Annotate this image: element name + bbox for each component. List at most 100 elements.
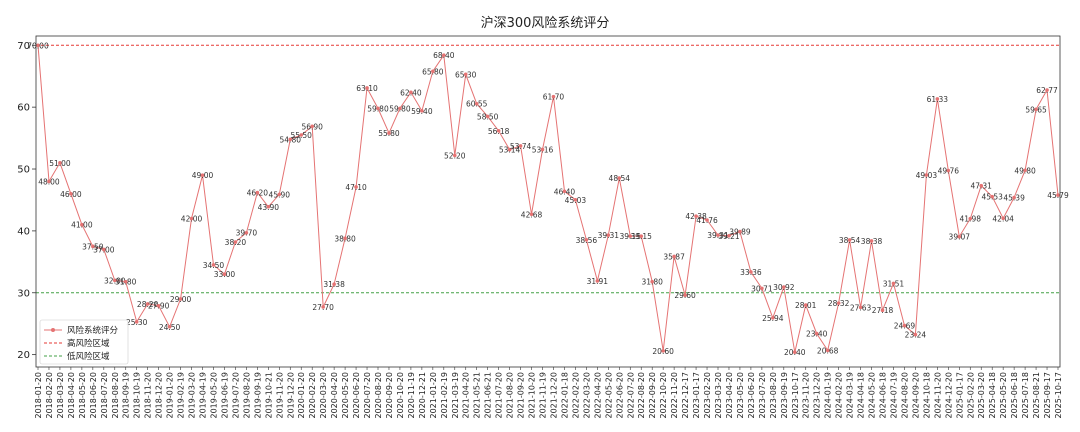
data-point-77: [880, 308, 885, 313]
data-point-44: [518, 144, 523, 148]
x-tick-label-52: 2022-05-20: [604, 372, 613, 419]
x-tick-label-47: 2021-12-20: [549, 372, 558, 419]
data-point-4: [80, 222, 84, 227]
data-point-56: [650, 279, 654, 284]
legend: 风险系统评分 高风险区域 低风险区域: [39, 319, 129, 365]
data-point-19: [244, 230, 249, 235]
x-tick-label-32: 2020-09-20: [385, 372, 394, 419]
data-label-12: 24.50: [159, 323, 181, 332]
data-label-15: 49.00: [192, 171, 214, 180]
x-tick-label-11: 2018-12-20: [155, 372, 164, 419]
x-tick-label-3: 2018-04-20: [67, 372, 76, 419]
data-label-75: 27.63: [850, 303, 872, 312]
data-point-6: [102, 247, 106, 252]
y-tick-label-3: 50: [17, 165, 30, 176]
x-tick-label-21: 2019-10-21: [264, 372, 273, 419]
data-point-34: [409, 90, 413, 95]
data-point-61: [705, 218, 709, 222]
data-label-16: 34.50: [203, 261, 225, 270]
x-tick-label-92: 2025-09-17: [1043, 372, 1052, 419]
data-label-71: 23.40: [806, 330, 828, 339]
data-label-80: 23.24: [905, 331, 927, 340]
data-point-37: [442, 53, 446, 57]
y-tick-label-0: 20: [17, 350, 30, 361]
data-label-63: 39.21: [718, 232, 740, 241]
x-tick-label-56: 2022-09-20: [648, 372, 657, 419]
x-tick-label-54: 2022-07-20: [626, 372, 635, 419]
data-point-42: [496, 128, 501, 133]
data-point-64: [738, 229, 742, 234]
data-label-50: 38.56: [576, 236, 598, 245]
data-label-77: 27.18: [872, 306, 894, 315]
series-line-score: [37, 45, 1059, 353]
data-point-47: [551, 94, 556, 99]
y-tick-label-1: 30: [17, 288, 30, 299]
chart-title: 沪深300风险系统评分: [481, 15, 610, 31]
data-label-86: 47.31: [970, 182, 992, 191]
data-label-53: 48.54: [609, 174, 631, 183]
x-tick-label-76: 2024-05-20: [868, 372, 877, 419]
x-tick-label-40: 2021-05-21: [473, 372, 482, 419]
data-point-45: [529, 212, 534, 217]
data-label-38: 52.20: [444, 151, 466, 160]
data-point-60: [694, 214, 698, 218]
data-label-61: 41.76: [696, 216, 718, 225]
data-point-51: [595, 279, 600, 283]
data-label-39: 65.30: [455, 70, 477, 79]
x-tick-label-36: 2021-01-20: [429, 372, 438, 419]
x-tick-label-79: 2024-08-20: [900, 372, 909, 419]
x-tick-label-34: 2020-11-19: [407, 372, 416, 419]
data-label-42: 56.18: [488, 127, 510, 136]
data-point-35: [420, 109, 424, 113]
data-point-87: [990, 194, 994, 199]
data-label-89: 45.39: [1003, 194, 1025, 203]
data-label-45: 42.68: [521, 210, 543, 219]
data-label-55: 39.15: [630, 232, 652, 241]
data-point-8: [123, 279, 128, 284]
data-label-25: 56.90: [301, 122, 323, 131]
x-tick-label-48: 2022-01-18: [560, 372, 569, 419]
data-point-71: [814, 331, 819, 336]
x-tick-label-4: 2018-05-20: [78, 372, 87, 419]
data-label-8: 31.80: [115, 278, 137, 287]
data-label-17: 33.00: [214, 270, 236, 279]
x-tick-label-27: 2020-04-20: [330, 372, 339, 419]
data-label-7: 32.00: [104, 276, 126, 285]
x-tick-label-58: 2022-11-20: [670, 372, 679, 419]
x-tick-label-67: 2023-08-20: [769, 372, 778, 419]
x-tick-label-5: 2018-06-20: [89, 372, 98, 419]
data-label-24: 55.50: [290, 131, 312, 140]
data-label-59: 29.60: [674, 291, 696, 300]
data-point-69: [792, 350, 797, 354]
data-label-66: 30.71: [751, 284, 773, 293]
data-point-50: [584, 237, 589, 242]
data-point-22: [277, 192, 282, 197]
x-tick-label-61: 2023-02-20: [703, 372, 712, 419]
data-point-25: [310, 124, 314, 129]
data-point-62: [716, 233, 720, 237]
data-point-36: [431, 69, 435, 74]
data-label-56: 31.80: [641, 278, 663, 287]
y-tick-label-4: 60: [17, 103, 30, 114]
x-tick-label-75: 2024-04-18: [857, 372, 866, 419]
x-tick-label-82: 2024-11-20: [933, 372, 942, 419]
data-label-48: 46.40: [554, 187, 576, 196]
data-label-11: 27.90: [148, 302, 170, 311]
x-tick-label-13: 2019-02-19: [177, 372, 186, 419]
data-label-60: 42.38: [685, 212, 707, 221]
x-tick-label-86: 2025-03-20: [977, 372, 986, 419]
data-point-12: [167, 324, 172, 329]
data-label-30: 63.10: [356, 84, 378, 93]
x-tick-label-53: 2022-06-20: [615, 372, 624, 419]
data-point-26: [321, 305, 325, 309]
x-tick-label-51: 2022-04-20: [593, 372, 602, 419]
data-label-19: 39.70: [236, 229, 258, 238]
data-point-16: [211, 263, 216, 267]
data-point-2: [58, 161, 62, 165]
x-tick-label-43: 2021-08-20: [506, 372, 515, 419]
data-point-3: [69, 191, 73, 196]
x-tick-label-81: 2024-10-18: [922, 372, 931, 419]
axes-frame: [35, 35, 1061, 368]
